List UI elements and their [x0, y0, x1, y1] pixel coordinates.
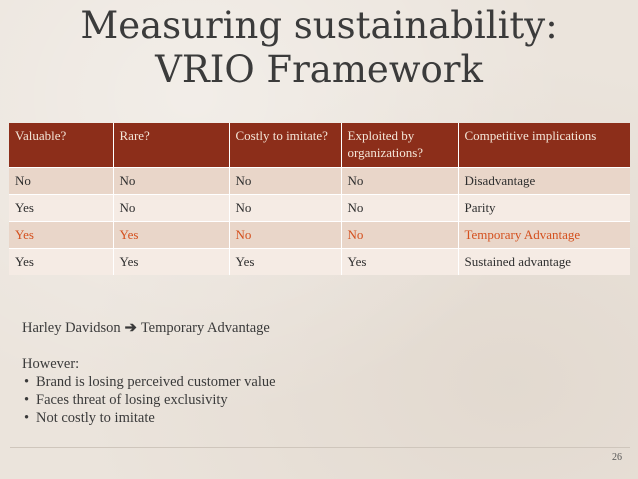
table-cell: No [9, 167, 114, 195]
table-cell: Yes [341, 248, 459, 275]
vrio-table: Valuable? Rare? Costly to imitate? Explo… [9, 123, 630, 275]
header-implications: Competitive implications [458, 123, 630, 168]
table-cell: Yes [9, 248, 114, 275]
header-valuable: Valuable? [9, 123, 114, 168]
table-cell: No [113, 194, 230, 222]
table-cell: Yes [229, 248, 342, 275]
arrow-right-icon: ➔ [124, 320, 137, 336]
table-row: Yes Yes Yes Yes Sustained advantage [9, 248, 630, 275]
title-line-1: Measuring sustainability: [80, 4, 558, 47]
header-costly: Costly to imitate? [229, 123, 342, 168]
table-row: No No No No Disadvantage [9, 167, 630, 195]
list-item: Brand is losing perceived customer value [22, 373, 442, 391]
notes-lead: Harley Davidson ➔ Temporary Advantage [22, 319, 442, 337]
table-cell: Yes [9, 194, 114, 222]
table-row-highlighted: Yes Yes No No Temporary Advantage [9, 221, 630, 249]
table-cell: Yes [113, 248, 230, 275]
table-row: Yes No No No Parity [9, 194, 630, 222]
table-cell: Disadvantage [458, 167, 630, 195]
bullet-list: Brand is losing perceived customer value… [22, 373, 442, 427]
lead-result: Temporary Advantage [140, 320, 270, 336]
table-cell: No [229, 167, 342, 195]
table-cell: Yes [113, 221, 230, 249]
footer-divider [10, 447, 630, 448]
table-cell: No [341, 167, 459, 195]
table-cell: Parity [458, 194, 630, 222]
list-item: Not costly to imitate [22, 409, 442, 427]
lead-subject: Harley Davidson [22, 320, 121, 336]
header-rare: Rare? [113, 123, 230, 168]
notes-block: Harley Davidson ➔ Temporary Advantage Howe… [22, 319, 442, 427]
however-label: However: [22, 356, 80, 372]
title-line-2: VRIO Framework [155, 48, 483, 91]
table-header-row: Valuable? Rare? Costly to imitate? Explo… [9, 123, 630, 168]
table-cell: No [229, 194, 342, 222]
header-exploited: Exploited by organizations? [341, 123, 459, 168]
list-item: Faces threat of losing exclusivity [22, 391, 442, 409]
slide-title: Measuring sustainability: VRIO Framework [0, 4, 638, 92]
page-number: 26 [612, 452, 622, 463]
table-cell: No [229, 221, 342, 249]
table-cell: Sustained advantage [458, 248, 630, 275]
table-cell: Yes [9, 221, 114, 249]
table-cell: No [341, 194, 459, 222]
table-cell: Temporary Advantage [458, 221, 630, 249]
table-cell: No [341, 221, 459, 249]
table-cell: No [113, 167, 230, 195]
